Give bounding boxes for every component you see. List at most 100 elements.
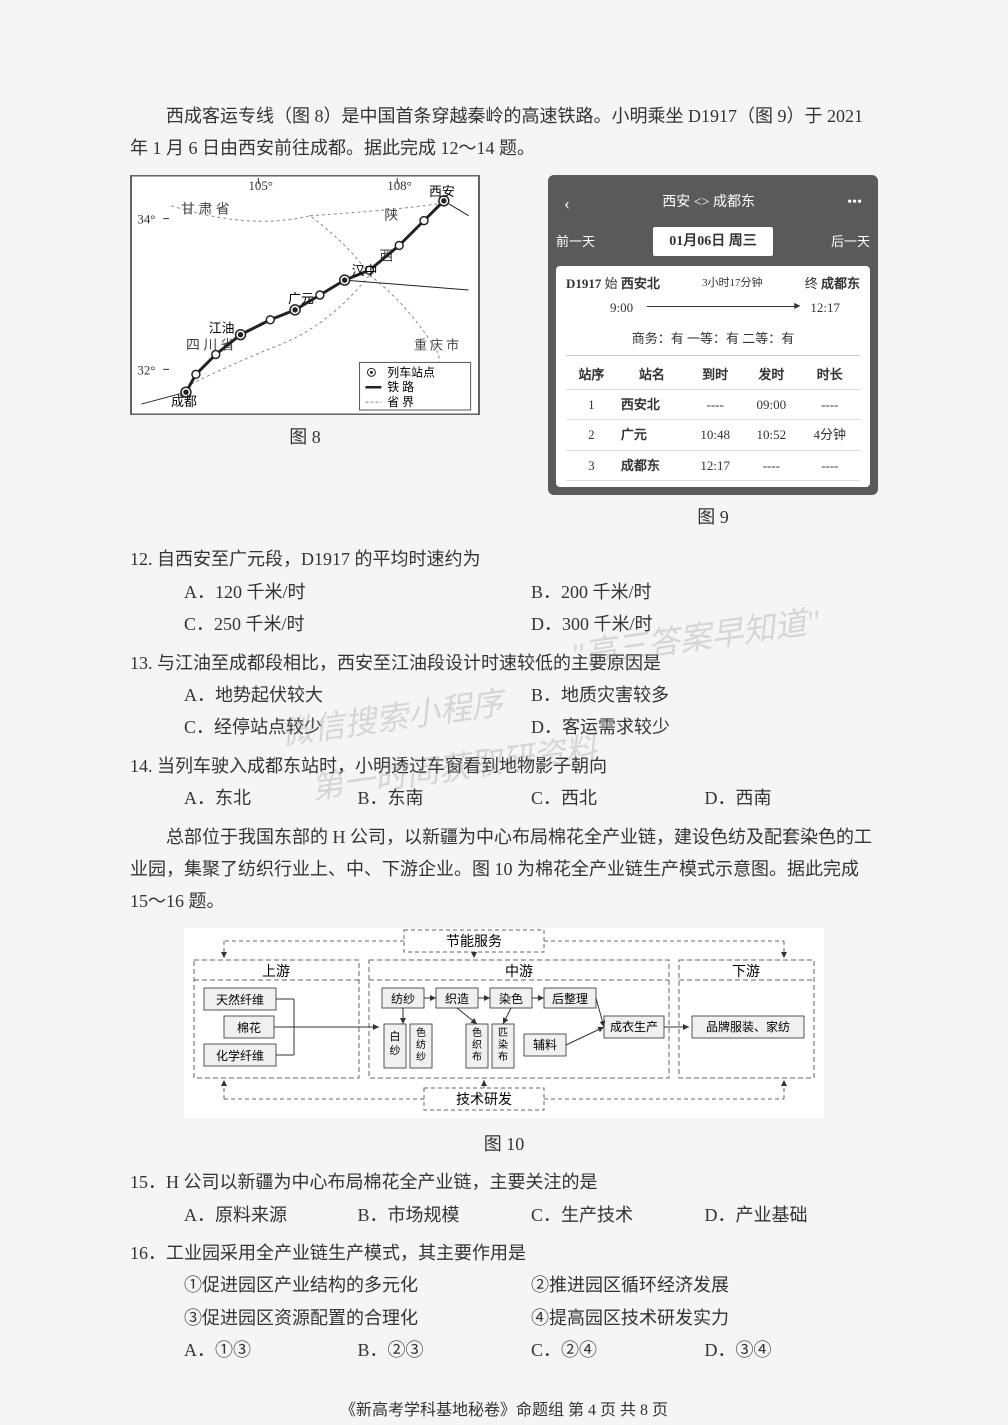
- figures-row: 105° 108° 34° 32° 甘 肃 省 陕 西 四 川 省 重 庆 市: [130, 175, 878, 534]
- q16-sub4: ④提高园区技术研发实力: [531, 1302, 878, 1334]
- svg-text:纺: 纺: [416, 1038, 426, 1051]
- q15-opt-b: B．市场规模: [358, 1199, 532, 1231]
- passage-intro-2: 总部位于我国东部的 H 公司，以新疆为中心布局棉花全产业链，建设色纺及配套染色的…: [130, 821, 878, 918]
- flow-bottom: 技术研发: [456, 1092, 512, 1108]
- question-16: 16．工业园采用全产业链生产模式，其主要作用是 ①促进园区产业结构的多元化 ②推…: [130, 1237, 878, 1367]
- q16-stem: 16．工业园采用全产业链生产模式，其主要作用是: [130, 1237, 878, 1269]
- origin-tag: 始: [605, 276, 618, 291]
- svg-text:匹: 匹: [498, 1028, 508, 1039]
- q12-opt-b: B．200 千米/时: [531, 576, 878, 608]
- th-arr: 到时: [687, 360, 743, 390]
- fig10-caption: 图 10: [130, 1128, 878, 1160]
- dest-tag: 终: [805, 276, 818, 291]
- figure-8: 105° 108° 34° 32° 甘 肃 省 陕 西 四 川 省 重 庆 市: [130, 175, 480, 534]
- q13-opt-a: A．地势起伏较大: [184, 679, 531, 711]
- box-dye: 染色: [499, 991, 523, 1006]
- figure-9: ‹ 西安 <> 成都东 ••• 前一天 01月06日 周三 后一天 D1917 …: [548, 175, 878, 534]
- cell: 09:00: [743, 389, 799, 419]
- col-up: 上游: [262, 964, 290, 980]
- cell: 西安北: [617, 389, 687, 419]
- table-row: 2 广元 10:48 10:52 4分钟: [566, 420, 860, 450]
- q14-opt-d: D．西南: [705, 782, 879, 814]
- box-brand: 品牌服装、家纺: [706, 1019, 790, 1034]
- city-xian: 西安: [429, 185, 455, 199]
- th-name: 站名: [617, 360, 687, 390]
- q16-sub1: ①促进园区产业结构的多元化: [184, 1269, 531, 1301]
- q15-opt-a: A．原料来源: [184, 1199, 358, 1231]
- dep-time: 9:00: [610, 296, 633, 319]
- cell: 10:52: [743, 420, 799, 450]
- cell: ----: [799, 450, 860, 480]
- q12-opt-d: D．300 千米/时: [531, 608, 878, 640]
- city-guangyuan: 广元: [288, 292, 314, 306]
- city-hanzhong: 汉中: [352, 264, 378, 278]
- box-spin: 纺纱: [391, 992, 415, 1006]
- cell: 3: [566, 450, 617, 480]
- q14-stem: 14. 当列车驶入成都东站时，小明透过车窗看到地物影子朝向: [130, 750, 878, 782]
- legend-rail: 铁 路: [387, 380, 414, 394]
- cell: ----: [799, 389, 860, 419]
- city-chengdu: 成都: [171, 395, 197, 409]
- fig8-caption: 图 8: [130, 421, 480, 453]
- svg-text:织: 织: [472, 1039, 482, 1051]
- cell: 4分钟: [799, 420, 860, 450]
- city-jiangyou: 江油: [209, 321, 235, 335]
- route-title: 西安 <> 成都东: [662, 190, 755, 215]
- cell: 广元: [617, 420, 687, 450]
- prov-cq: 重 庆 市: [414, 337, 459, 352]
- box-finish: 后整理: [552, 991, 588, 1006]
- q15-opt-c: C．生产技术: [531, 1199, 705, 1231]
- table-row: 3 成都东 12:17 ---- ----: [566, 450, 860, 480]
- q16-sub2: ②推进园区循环经济发展: [531, 1269, 878, 1301]
- prev-day: 前一天: [556, 230, 595, 253]
- th-dep: 发时: [743, 360, 799, 390]
- box-bai: 白: [390, 1029, 401, 1043]
- svg-text:布: 布: [472, 1051, 482, 1063]
- cell: ----: [687, 389, 743, 419]
- stops-table: 站序 站名 到时 发时 时长 1 西安北 ---- 09:00 ----: [566, 360, 860, 482]
- q13-stem: 13. 与江油至成都段相比，西安至江油段设计时速较低的主要原因是: [130, 647, 878, 679]
- lat-32: 32°: [137, 363, 155, 377]
- train-ticket-card: ‹ 西安 <> 成都东 ••• 前一天 01月06日 周三 后一天 D1917 …: [548, 175, 878, 495]
- question-14: 14. 当列车驶入成都东站时，小明透过车窗看到地物影子朝向 A．东北 B．东南 …: [130, 750, 878, 815]
- page-footer: 《新高考学科基地秘卷》命题组 第 4 页 共 8 页: [130, 1397, 878, 1425]
- svg-text:色: 色: [472, 1026, 482, 1039]
- q16-opt-b: B．②③: [358, 1334, 532, 1366]
- q13-opt-c: C．经停站点较少: [184, 711, 531, 743]
- origin-name: 西安北: [621, 276, 660, 291]
- cell: 10:48: [687, 420, 743, 450]
- svg-text:纱: 纱: [416, 1051, 426, 1063]
- q12-opt-c: C．250 千米/时: [184, 608, 531, 640]
- question-12: 12. 自西安至广元段，D1917 的平均时速约为 A．120 千米/时 B．2…: [130, 543, 878, 640]
- svg-text:纱: 纱: [390, 1044, 401, 1057]
- flowchart-svg: 节能服务 上游 中游 下游 天然纤维 棉花 化学纤维 纺纱 织造 染色 后整理 …: [184, 928, 824, 1118]
- lon-105: 105°: [248, 179, 272, 193]
- prov-gansu: 甘 肃 省: [181, 201, 230, 217]
- q16-opt-c: C．②④: [531, 1334, 705, 1366]
- date-button: 01月06日 周三: [653, 227, 773, 256]
- q16-sub3: ③促进园区资源配置的合理化: [184, 1302, 531, 1334]
- passage-intro: 西成客运专线（图 8）是中国首条穿越秦岭的高速铁路。小明乘坐 D1917（图 9…: [130, 100, 878, 165]
- seat-availability: 商务：有 一等：有 二等：有: [566, 323, 860, 355]
- box-weave: 织造: [445, 992, 469, 1006]
- map-svg: 105° 108° 34° 32° 甘 肃 省 陕 西 四 川 省 重 庆 市: [130, 175, 480, 415]
- flow-top: 节能服务: [446, 934, 502, 950]
- box-natural: 天然纤维: [216, 992, 264, 1007]
- arr-time: 12:17: [810, 296, 840, 319]
- cell: 1: [566, 389, 617, 419]
- box-garment: 成衣生产: [610, 1019, 658, 1034]
- th-dur: 时长: [799, 360, 860, 390]
- svg-text:色: 色: [416, 1026, 426, 1039]
- box-cotton: 棉花: [237, 1020, 261, 1035]
- q12-opt-a: A．120 千米/时: [184, 576, 531, 608]
- q15-stem: 15．H 公司以新疆为中心布局棉花全产业链，主要关注的是: [130, 1166, 878, 1198]
- q16-opt-a: A．①③: [184, 1334, 358, 1366]
- question-13: 13. 与江油至成都段相比，西安至江油段设计时速较低的主要原因是 A．地势起伏较…: [130, 647, 878, 744]
- svg-text:染: 染: [498, 1038, 508, 1051]
- q15-opt-d: D．产业基础: [705, 1199, 879, 1231]
- q14-opt-a: A．东北: [184, 782, 358, 814]
- q13-opt-d: D．客运需求较少: [531, 711, 878, 743]
- q16-opt-d: D．③④: [705, 1334, 879, 1366]
- prov-shaan1: 陕: [384, 207, 398, 223]
- cell: 2: [566, 420, 617, 450]
